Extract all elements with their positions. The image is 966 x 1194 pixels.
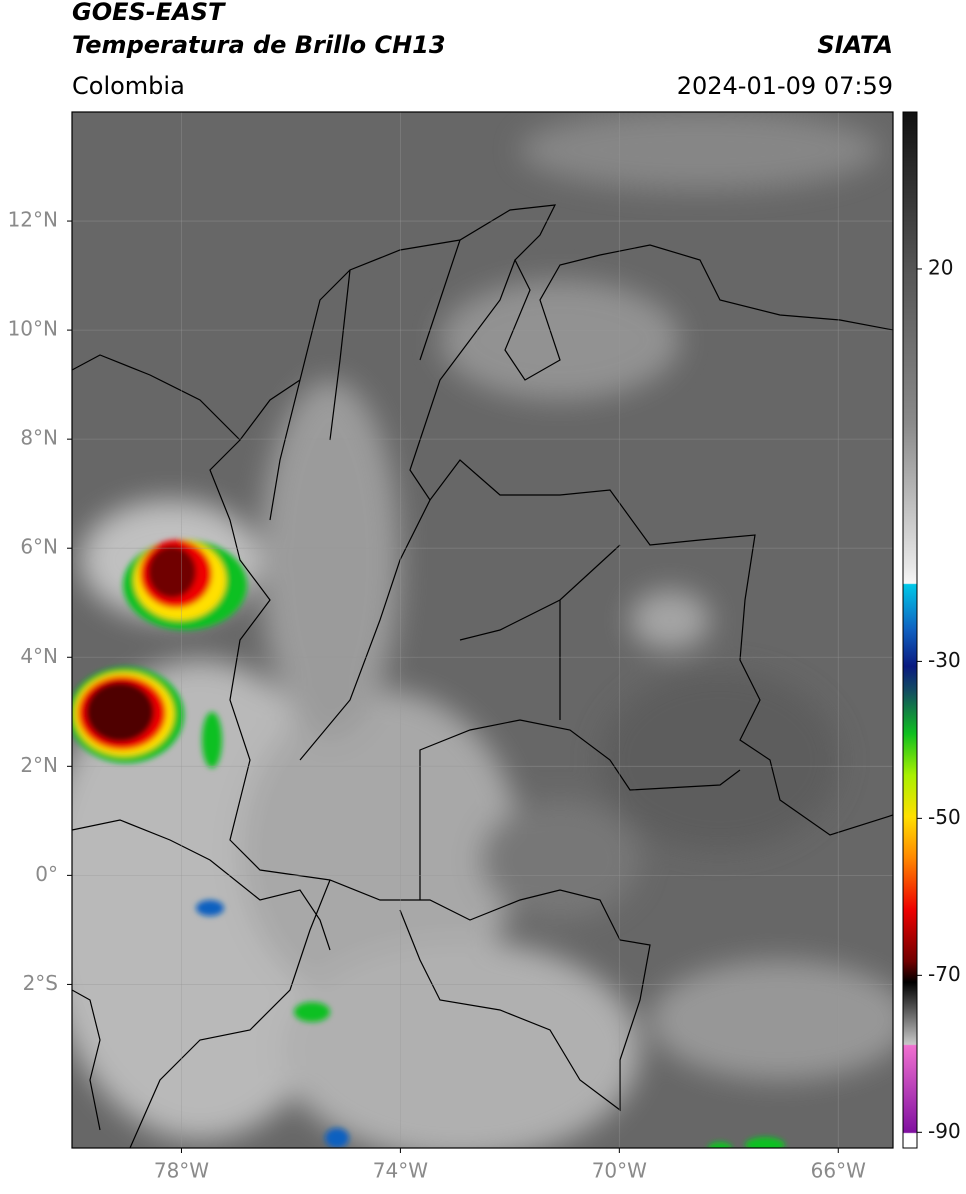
- satellite-image: [72, 112, 893, 1148]
- colorbar-tick-label: -30: [928, 648, 961, 672]
- y-tick-label: 12°N: [8, 208, 58, 232]
- datetime: 2024-01-09 07:59: [677, 72, 893, 100]
- grid: [72, 112, 893, 1148]
- source: SIATA: [817, 31, 893, 59]
- title: GOES-EAST: [72, 0, 226, 26]
- map-frame: [71, 111, 894, 1149]
- y-tick-label: 0°: [35, 862, 58, 886]
- storm-cells: [72, 540, 785, 1148]
- x-tick-label: 70°W: [592, 1159, 647, 1183]
- colorbar-tick-label: -90: [928, 1119, 961, 1143]
- colorbar-tick-label: -70: [928, 962, 961, 986]
- x-tick-label: 66°W: [811, 1159, 866, 1183]
- colorbar: [902, 111, 918, 1149]
- region: Colombia: [72, 72, 185, 100]
- y-tick-label: 6°N: [20, 535, 58, 559]
- x-tick-label: 78°W: [154, 1159, 209, 1183]
- y-tick-label: 4°N: [20, 644, 58, 668]
- y-tick-label: 10°N: [8, 317, 58, 341]
- colorbar-tick-label: 20: [928, 255, 953, 279]
- subtitle: Temperatura de Brillo CH13: [72, 31, 446, 59]
- borders: [72, 204, 893, 1148]
- y-tick-label: 2°S: [23, 971, 58, 995]
- x-tick-label: 74°W: [373, 1159, 428, 1183]
- y-tick-label: 2°N: [20, 753, 58, 777]
- colorbar-tick-label: -50: [928, 805, 961, 829]
- y-tick-label: 8°N: [20, 426, 58, 450]
